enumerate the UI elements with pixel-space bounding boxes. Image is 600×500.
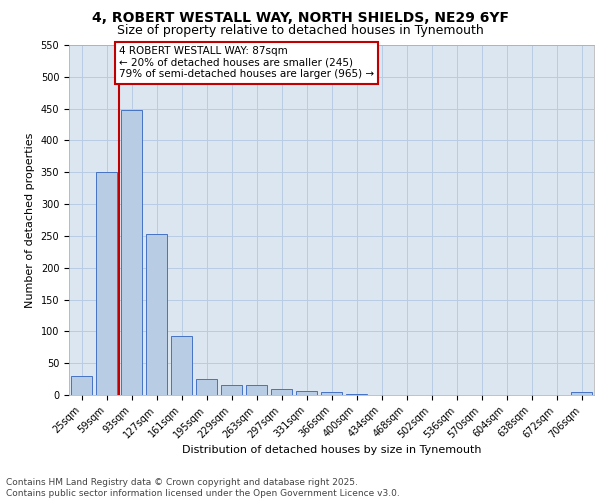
Bar xyxy=(271,388,292,395)
X-axis label: Distribution of detached houses by size in Tynemouth: Distribution of detached houses by size … xyxy=(182,445,481,455)
Bar xyxy=(346,394,367,395)
Text: Size of property relative to detached houses in Tynemouth: Size of property relative to detached ho… xyxy=(116,24,484,37)
Bar xyxy=(246,386,267,395)
Bar xyxy=(96,172,117,395)
Text: 4 ROBERT WESTALL WAY: 87sqm
← 20% of detached houses are smaller (245)
79% of se: 4 ROBERT WESTALL WAY: 87sqm ← 20% of det… xyxy=(119,46,374,80)
Bar xyxy=(571,392,592,395)
Text: Contains HM Land Registry data © Crown copyright and database right 2025.
Contai: Contains HM Land Registry data © Crown c… xyxy=(6,478,400,498)
Bar xyxy=(71,376,92,395)
Bar xyxy=(146,234,167,395)
Bar xyxy=(121,110,142,395)
Bar xyxy=(171,336,192,395)
Text: 4, ROBERT WESTALL WAY, NORTH SHIELDS, NE29 6YF: 4, ROBERT WESTALL WAY, NORTH SHIELDS, NE… xyxy=(91,12,509,26)
Bar xyxy=(296,391,317,395)
Y-axis label: Number of detached properties: Number of detached properties xyxy=(25,132,35,308)
Bar xyxy=(196,379,217,395)
Bar xyxy=(221,385,242,395)
Bar xyxy=(321,392,342,395)
